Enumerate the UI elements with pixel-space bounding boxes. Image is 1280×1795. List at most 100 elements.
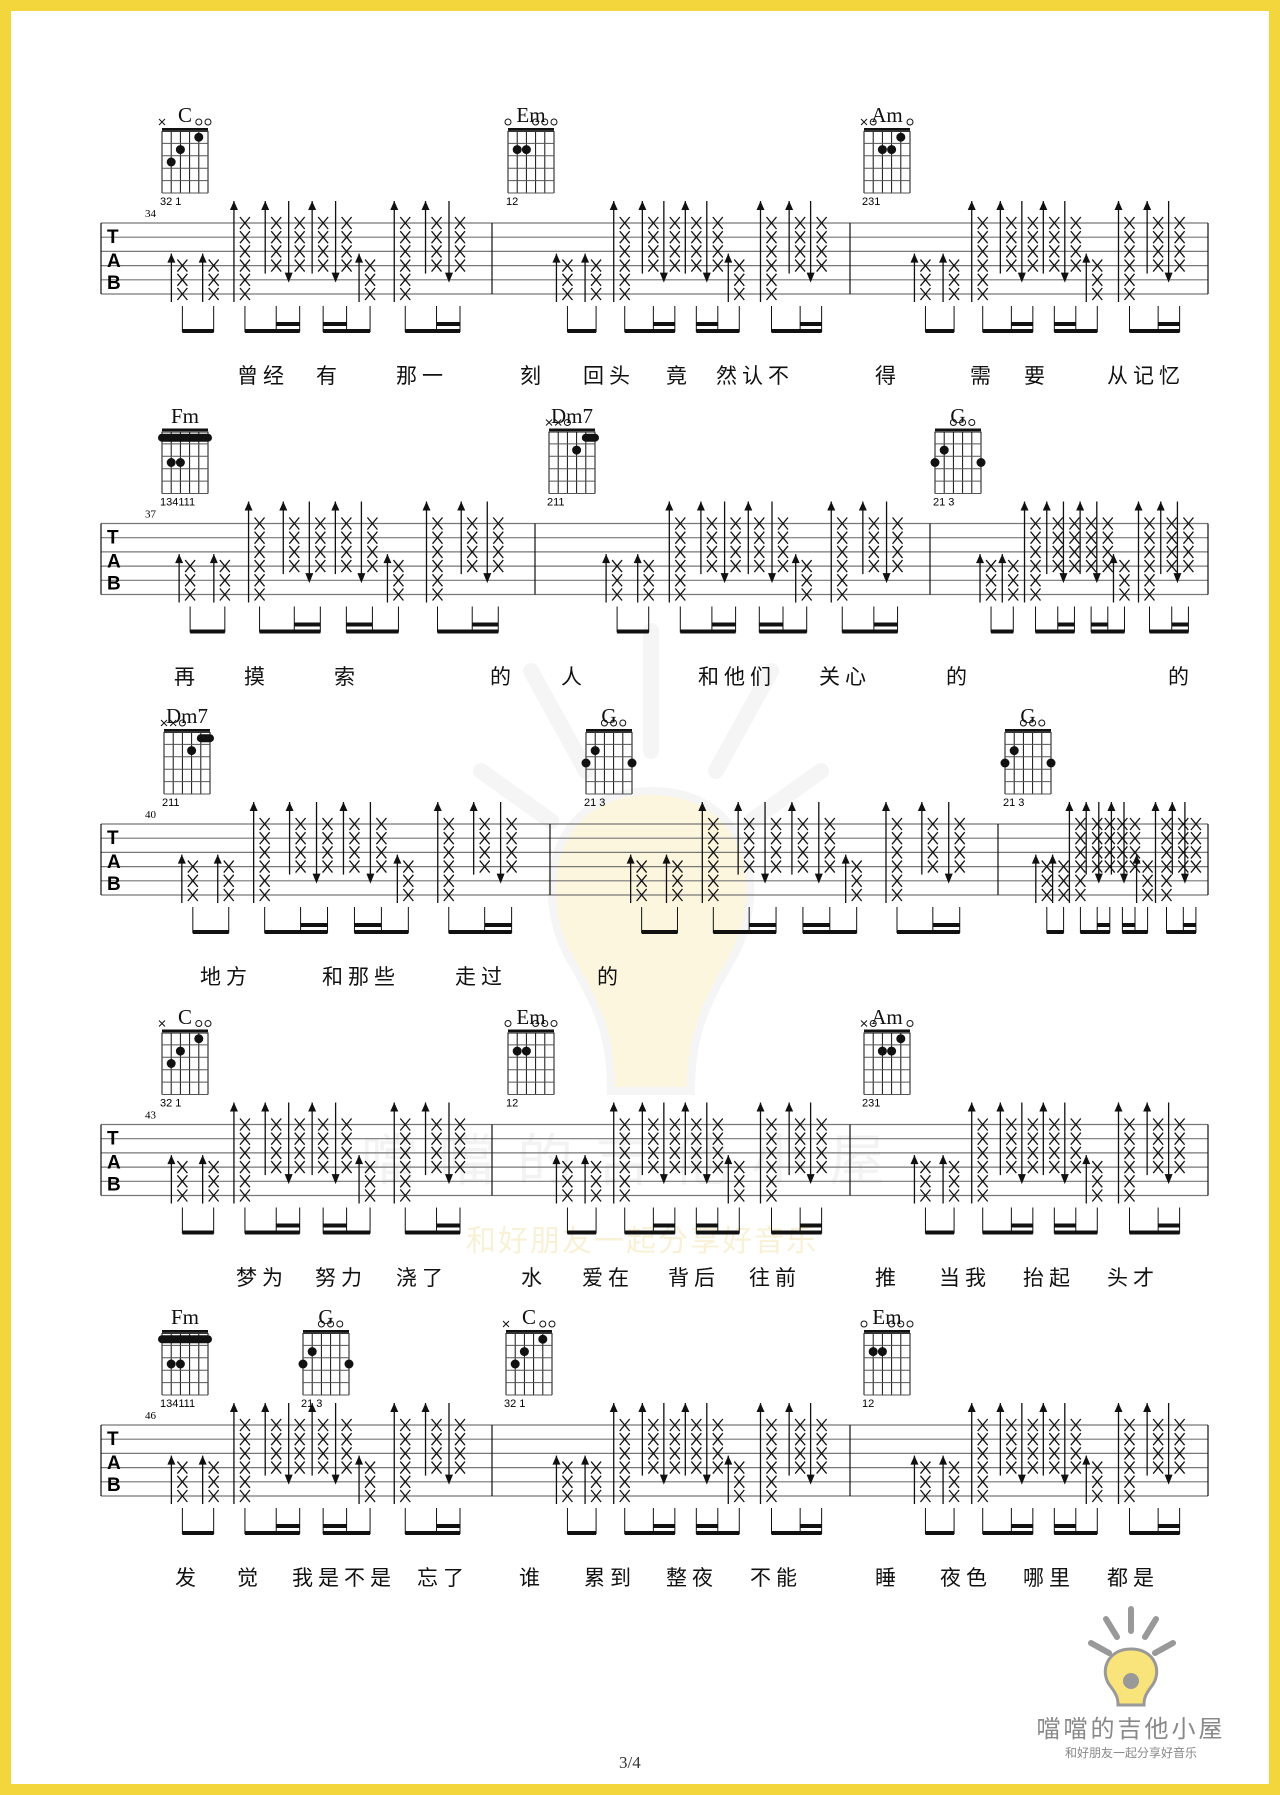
dead-note-x [479,831,491,845]
open-string-marker [968,419,976,426]
open-string-marker [204,1020,212,1027]
chord-diagram-em: 12 [504,1020,558,1110]
dead-note-x [1052,517,1064,530]
dead-note-x [454,1446,466,1460]
strum-up-arrow [421,1403,430,1412]
dead-note-x [259,845,271,859]
strum-up-arrow [1168,802,1177,811]
dead-note-x [669,1418,681,1432]
open-string-marker [195,1020,203,1027]
dead-note-x [270,1160,282,1174]
sixteenth-beam [696,1524,718,1528]
dead-note-x [399,287,411,301]
lyric: 往前 [749,1265,801,1290]
lyric: 忘了 [417,1566,469,1590]
dead-note-x [891,817,903,831]
dead-note-x [766,259,777,273]
dead-note-x [674,573,686,587]
finger-dot [194,1034,204,1044]
sixteenth-beam [1158,322,1180,326]
strum-up-arrow [724,1155,733,1165]
strum-up-arrow [791,554,800,564]
chord-name: Am [871,1004,903,1029]
dead-note-x [669,259,681,273]
dead-note-x [743,831,755,845]
dead-note-x [1091,1189,1103,1202]
open-string-marker [959,419,967,426]
sixteenth-beam [653,322,675,326]
dead-note-x [753,545,765,559]
dead-note-x [364,259,376,273]
dead-note-x [1085,531,1097,545]
strum-up-arrow [285,802,294,811]
dead-note-x [454,1418,466,1432]
open-string-marker [1038,719,1046,727]
dead-note-x [454,1461,466,1475]
watermark-ray [523,663,594,779]
dead-note-x [766,1461,777,1475]
dead-note-x [824,817,836,831]
dead-note-x [1152,1160,1164,1174]
strum-down-arrow [1173,573,1182,584]
dead-note-x [364,287,376,301]
dead-note-x [1052,559,1064,573]
dead-note-x [431,259,443,273]
dead-note-x [399,1461,411,1475]
dead-note-x [1161,860,1172,874]
strum-up-arrow [996,201,1005,210]
dead-note-x [636,874,648,888]
dead-note-x [1070,244,1082,258]
dead-note-x [431,1118,443,1131]
dead-note-x [669,1118,681,1131]
dead-note-x [1091,845,1103,859]
beam [1054,1531,1098,1535]
strum-up-arrow [355,253,364,263]
strum-up-arrow [967,201,976,210]
dead-note-x [1091,287,1103,301]
dead-note-x [1144,573,1155,587]
chord-name: Am [871,103,903,127]
beam [1054,1230,1098,1235]
beam [1091,629,1125,634]
dead-note-x [1027,244,1039,258]
dead-note-x [322,831,334,845]
dead-note-x [977,1146,989,1160]
dead-note-x [239,1174,251,1188]
strum-up-arrow [1134,501,1143,511]
strum-down-arrow [444,272,453,283]
beam [802,930,857,934]
sixteenth-beam [436,322,460,326]
dead-note-x [766,1489,777,1503]
finger-dot [896,132,906,142]
dead-note-x [1161,845,1172,859]
dead-note-x [977,1446,989,1460]
dead-note-x [1182,531,1194,545]
dead-note-x [317,244,329,258]
strum-up-arrow [355,1455,364,1465]
dead-note-x [561,273,573,287]
dead-note-x [208,1174,220,1188]
strum-down-arrow [1060,1474,1069,1485]
strum-down-arrow [659,1174,668,1185]
finger-numbers: 211 [162,797,180,809]
dead-note-x [836,573,848,587]
beam [567,1531,597,1535]
sixteenth-beam [436,1524,460,1528]
dead-note-x [454,216,466,230]
dead-note-x [927,845,939,859]
dead-note-x [364,1461,376,1475]
dead-note-x [712,259,724,273]
dead-note-x [1166,517,1178,530]
tab-clef: B [107,574,121,595]
sixteenth-beam [873,622,898,627]
dead-note-x [270,1418,282,1432]
dead-note-x [1144,588,1155,601]
dead-note-x [561,1189,573,1202]
dead-note-x [1068,517,1080,530]
dead-note-x [1027,1160,1039,1174]
dead-note-x [1142,874,1154,888]
chord-name: Em [516,103,546,127]
dead-note-x [1005,230,1017,244]
chord-diagram-g: 21 3 [1000,719,1056,809]
strum-up-arrow [785,1102,794,1112]
